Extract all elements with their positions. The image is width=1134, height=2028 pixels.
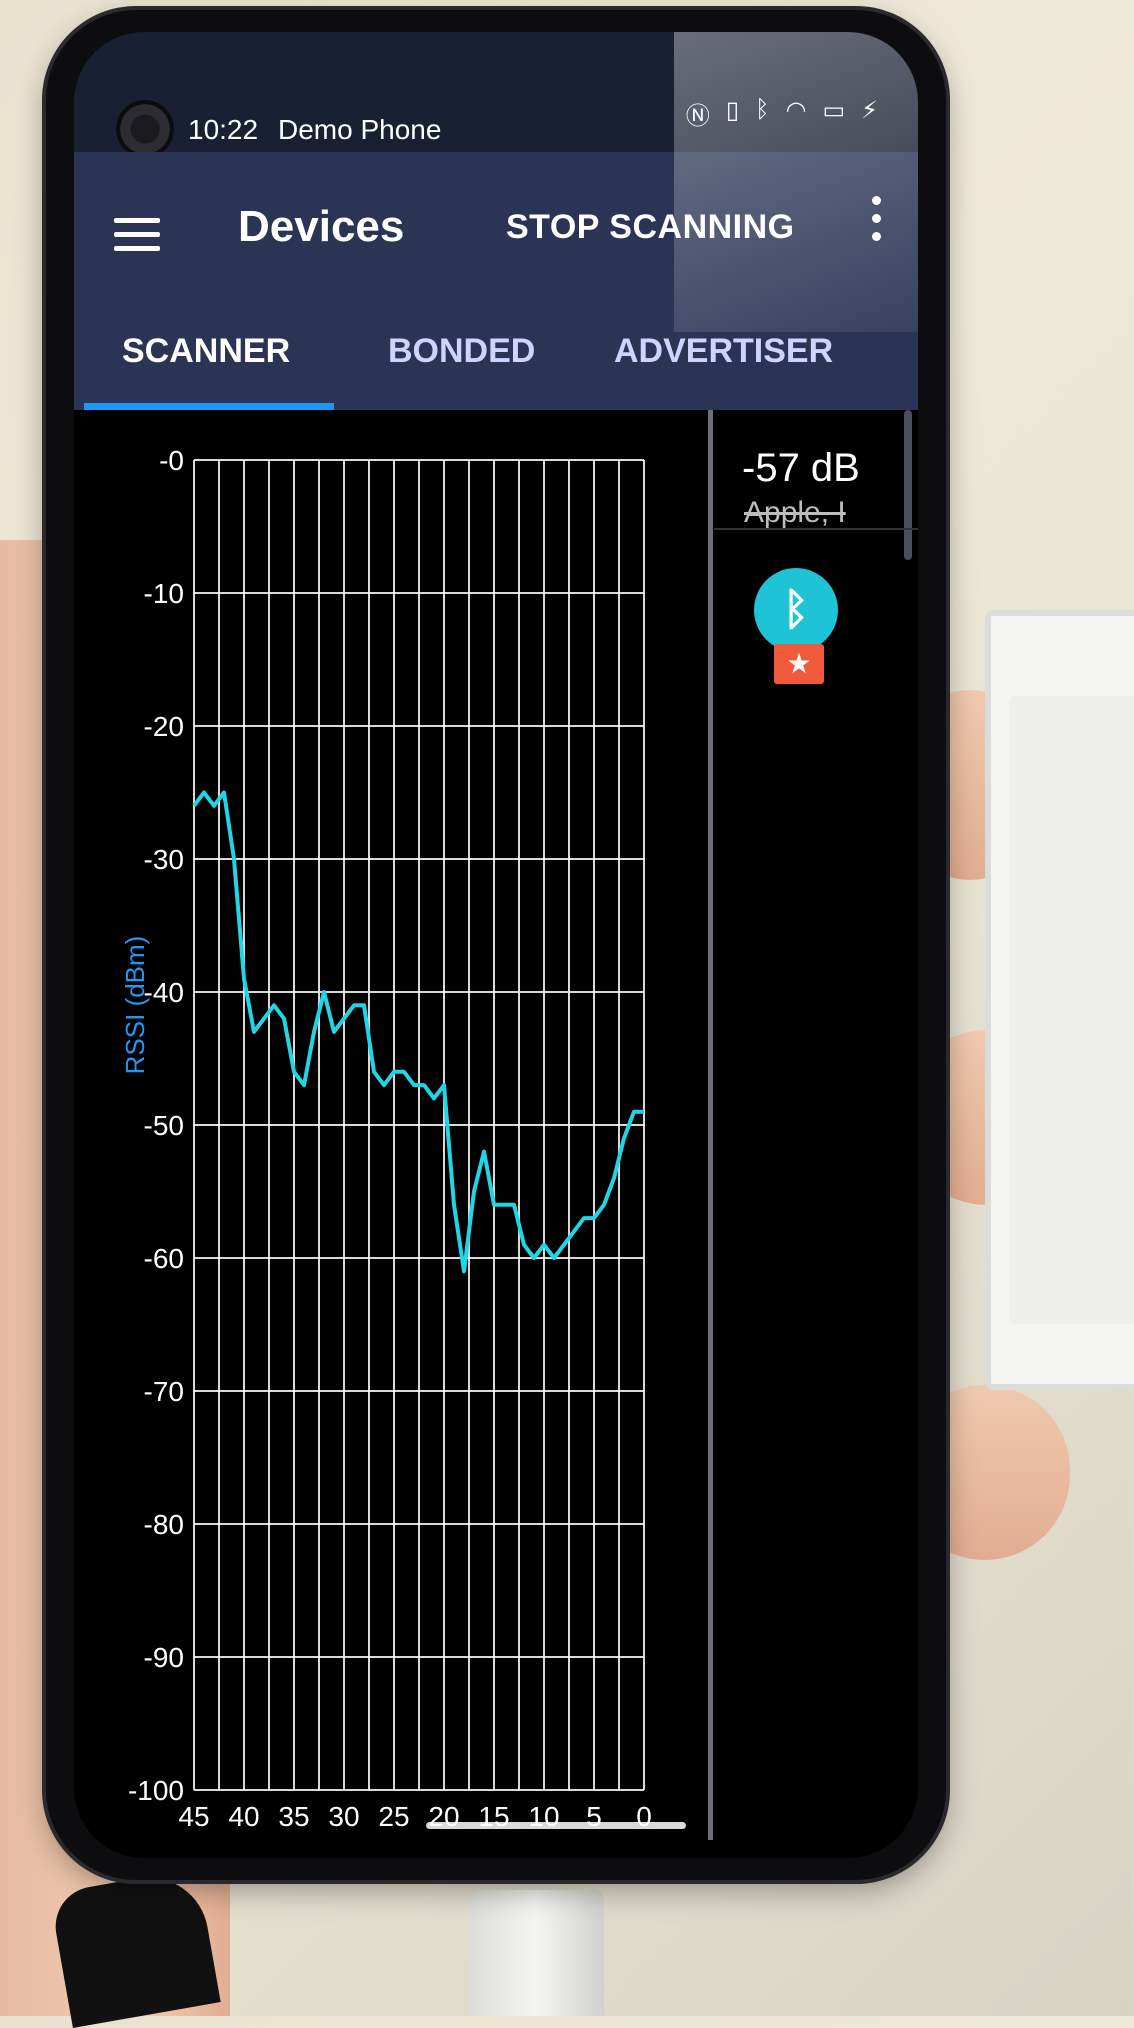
status-time: 10:22 (188, 114, 259, 145)
tab-advertiser[interactable]: ADVERTISER (614, 332, 834, 370)
device-side-panel: -57 dB Apple, I ᛒ ★ (714, 410, 918, 1840)
tab-scanner[interactable]: SCANNER (122, 332, 291, 370)
vibrate-icon: ▯ (725, 97, 740, 124)
y-tick-label: -70 (144, 1376, 184, 1407)
menu-icon[interactable] (114, 218, 160, 254)
more-options-icon[interactable] (868, 196, 884, 250)
y-tick-label: -90 (144, 1642, 184, 1673)
usb-cable (468, 1890, 604, 2016)
y-tick-label: -60 (144, 1243, 184, 1274)
background-sign (985, 610, 1134, 1390)
phone-screen: 10:22 Demo Phone Ⓝ ▯ ᛒ ◠ ▭ ⚡ Devices STO… (74, 32, 918, 1858)
front-camera (116, 100, 174, 158)
bluetooth-icon[interactable]: ᛒ (754, 568, 838, 652)
charging-icon: ⚡ (861, 97, 878, 124)
nfc-icon: Ⓝ (685, 103, 710, 130)
rssi-series-line (192, 790, 644, 1274)
y-tick-label: -0 (159, 445, 184, 476)
home-indicator[interactable] (426, 1822, 686, 1829)
y-tick-label: -40 (144, 977, 184, 1008)
tab-bar: SCANNER BONDED ADVERTISER (74, 302, 918, 410)
app-bar: Devices STOP SCANNING (74, 152, 918, 302)
y-tick-label: -30 (144, 844, 184, 875)
x-tick-label: 25 (378, 1801, 409, 1830)
status-carrier: Demo Phone (278, 114, 442, 145)
star-icon[interactable]: ★ (774, 644, 824, 684)
x-tick-label: 45 (178, 1801, 209, 1830)
wifi-icon: ◠ (785, 97, 807, 124)
battery-icon: ▭ (822, 97, 846, 124)
scrollbar[interactable] (904, 410, 912, 560)
divider (714, 528, 918, 530)
x-tick-label: 35 (278, 1801, 309, 1830)
stop-scanning-button[interactable]: STOP SCANNING (506, 208, 795, 246)
y-tick-label: -10 (144, 578, 184, 609)
device-rssi: -57 dB (742, 446, 860, 490)
y-tick-label: -50 (144, 1110, 184, 1141)
x-tick-label: 40 (228, 1801, 259, 1830)
status-icons: Ⓝ ▯ ᛒ ◠ ▭ ⚡ (686, 96, 878, 131)
x-tick-label: 30 (328, 1801, 359, 1830)
pane-divider[interactable] (708, 410, 713, 1840)
active-tab-indicator (84, 403, 334, 410)
device-name: Apple, I (744, 496, 846, 529)
page-title: Devices (238, 202, 405, 251)
y-tick-label: -20 (144, 711, 184, 742)
y-axis-label: RSSI (dBm) (120, 936, 150, 1075)
bluetooth-icon: ᛒ (755, 96, 770, 123)
status-bar: 10:22 Demo Phone Ⓝ ▯ ᛒ ◠ ▭ ⚡ (74, 32, 918, 158)
tab-bonded[interactable]: BONDED (388, 332, 536, 370)
phone: 10:22 Demo Phone Ⓝ ▯ ᛒ ◠ ▭ ⚡ Devices STO… (46, 10, 946, 1880)
y-tick-label: -100 (128, 1775, 184, 1806)
y-tick-label: -80 (144, 1509, 184, 1540)
